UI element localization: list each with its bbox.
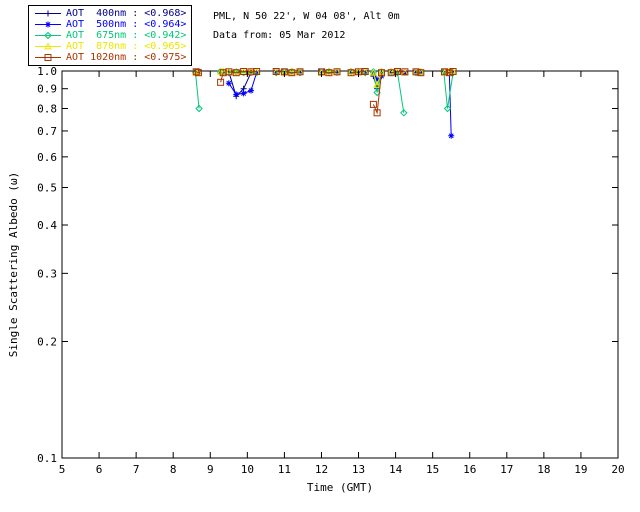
x-tick-label: 5: [59, 463, 66, 476]
series-line: [372, 71, 382, 87]
x-tick-label: 17: [500, 463, 513, 476]
y-tick-label: 0.5: [37, 181, 57, 194]
legend-line-sample-icon: [35, 54, 61, 61]
series-line: [391, 71, 405, 113]
y-tick-label: 0.4: [37, 219, 57, 232]
date-info: Data from: 05 Mar 2012: [213, 30, 346, 41]
x-tick-label: 6: [96, 463, 103, 476]
x-tick-label: 20: [611, 463, 624, 476]
legend-item-500nm: AOT 500nm : <0.964>: [34, 19, 186, 30]
x-tick-label: 12: [315, 463, 328, 476]
series-line: [194, 71, 200, 109]
legend-item-400nm: AOT 400nm : <0.968>: [34, 8, 186, 19]
header-info: PML, N 50 22', W 04 08', Alt 0m Data fro…: [213, 7, 400, 45]
legend-item-label: AOT 500nm : <0.964>: [66, 19, 187, 30]
x-tick-label: 19: [574, 463, 587, 476]
x-tick-label: 10: [241, 463, 254, 476]
y-tick-label: 0.1: [37, 452, 57, 465]
x-tick-label: 16: [463, 463, 476, 476]
x-tick-label: 7: [133, 463, 140, 476]
legend-item-label: AOT 400nm : <0.968>: [66, 8, 187, 19]
x-tick-label: 8: [170, 463, 177, 476]
legend-line-sample-icon: [35, 42, 61, 50]
series-line: [228, 70, 257, 74]
series-line: [220, 72, 224, 83]
plot-frame: [61, 70, 619, 459]
x-tick-label: 13: [352, 463, 365, 476]
legend-item-label: AOT 870nm : <0.965>: [66, 41, 187, 52]
y-tick-label: 0.3: [37, 267, 57, 280]
legend-line-sample-icon: [35, 10, 61, 17]
series-line: [443, 71, 454, 109]
y-tick-label: 0.2: [37, 336, 57, 349]
legend-item-label: AOT 1020nm : <0.975>: [66, 52, 187, 63]
x-tick-label: 9: [207, 463, 214, 476]
legend-line-sample-icon: [35, 31, 61, 40]
legend-line-sample-icon: [35, 21, 61, 28]
x-tick-label: 15: [426, 463, 439, 476]
x-tick-label: 11: [278, 463, 291, 476]
legend-item-675nm: AOT 675nm : <0.942>: [34, 30, 186, 41]
y-axis-label: Single Scattering Albedo (ω): [7, 172, 20, 357]
site-info: PML, N 50 22', W 04 08', Alt 0m: [213, 11, 400, 22]
legend: AOT 400nm : <0.968> AOT 500nm : <0.964> AO…: [28, 5, 193, 66]
legend-item-label: AOT 675nm : <0.942>: [66, 30, 187, 41]
y-tick-label: 0.6: [37, 151, 57, 164]
x-tick-label: 18: [537, 463, 550, 476]
y-tick-label: 0.8: [37, 103, 57, 116]
series-line: [372, 71, 382, 93]
legend-item-1020nm: AOT 1020nm : <0.975>: [34, 52, 186, 63]
legend-item-870nm: AOT 870nm : <0.965>: [34, 41, 186, 52]
x-tick-label: 14: [389, 463, 403, 476]
y-tick-label: 0.7: [37, 125, 57, 138]
x-axis-label: Time (GMT): [307, 481, 373, 494]
series-line: [391, 70, 405, 74]
series-line: [276, 71, 301, 74]
series-line: [415, 71, 421, 74]
y-tick-label: 1.0: [37, 65, 57, 78]
y-tick-label: 0.9: [37, 83, 57, 96]
series-line: [196, 71, 199, 74]
